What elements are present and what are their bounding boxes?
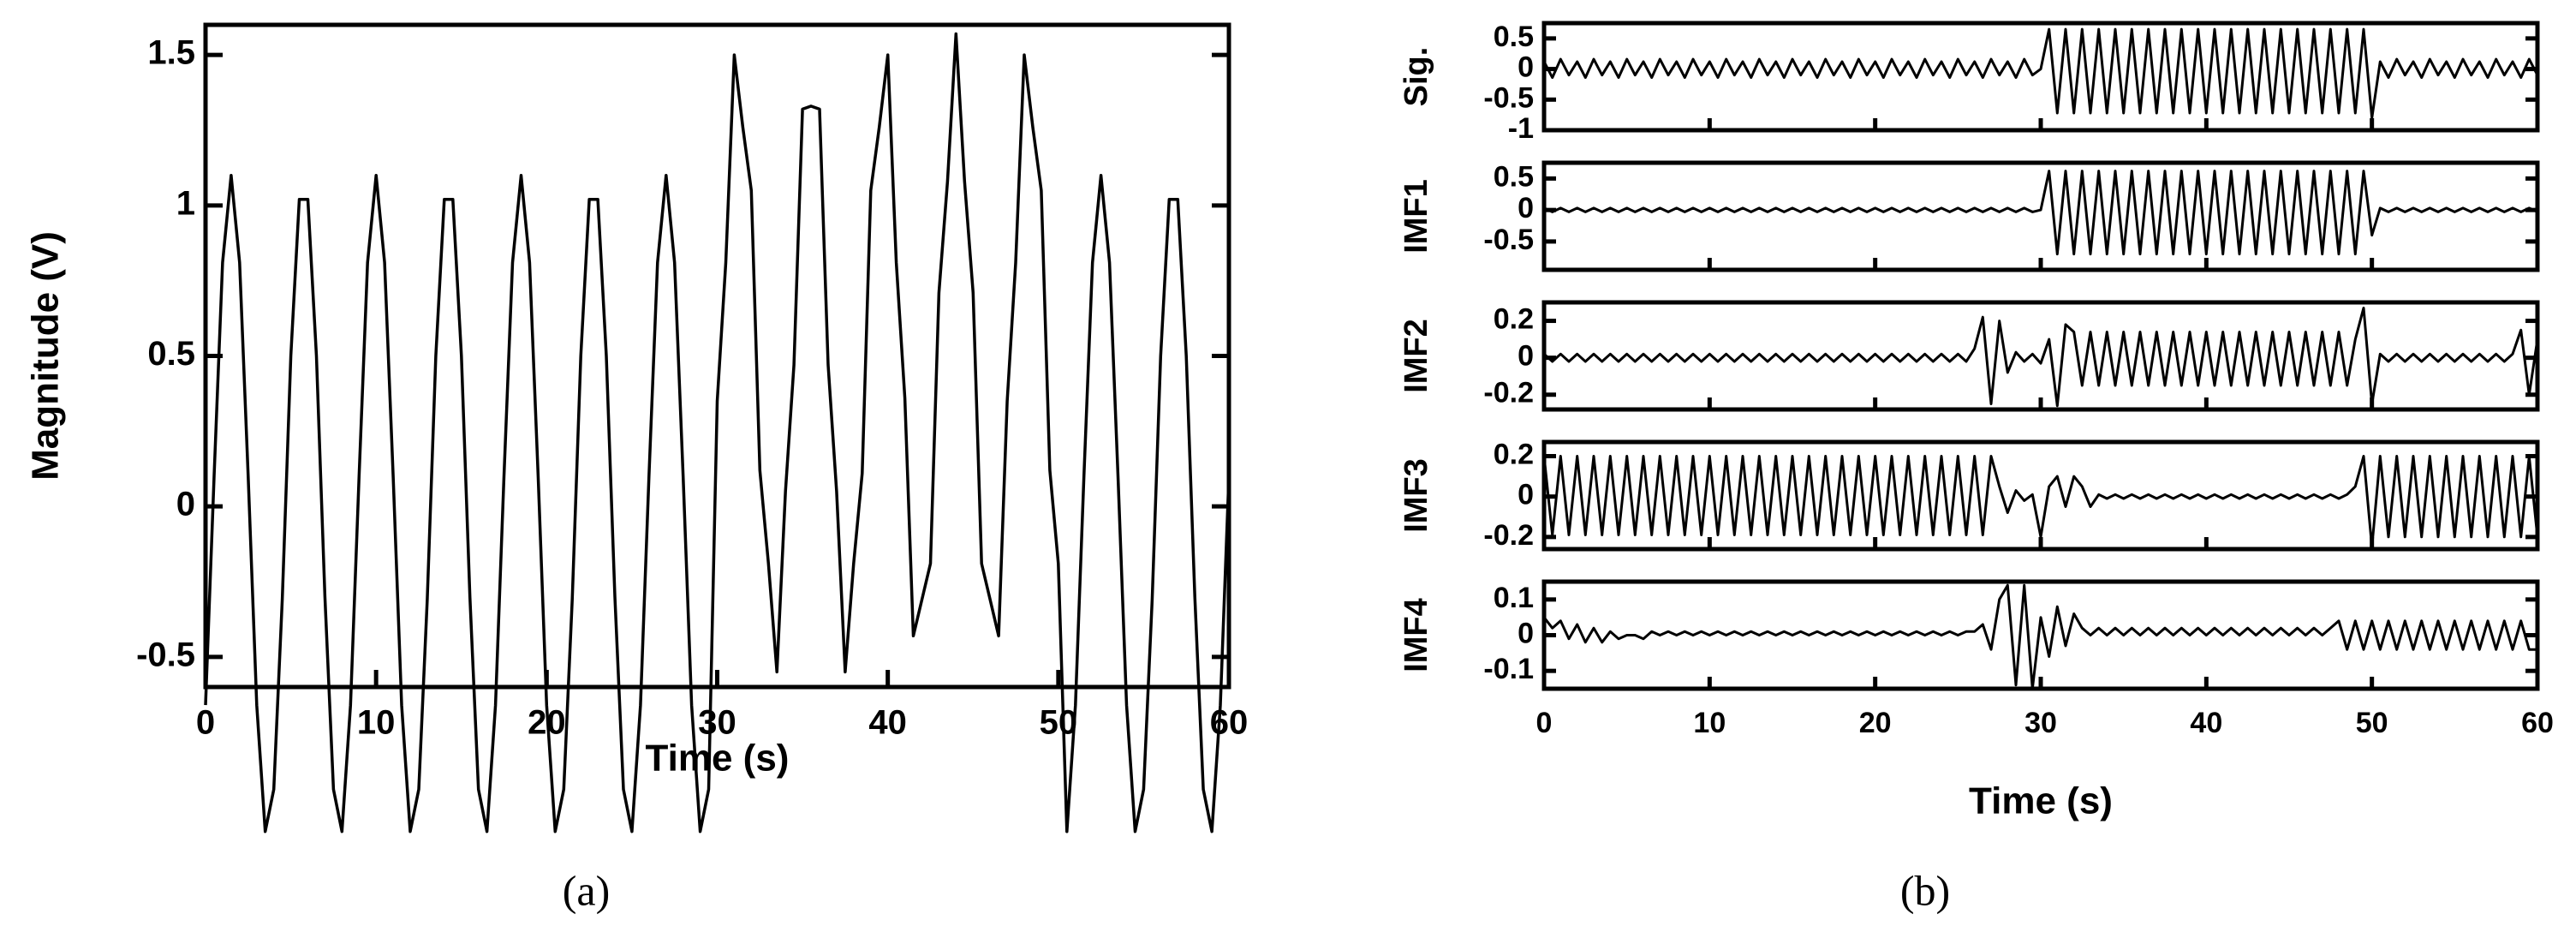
y-tick-label: 0.5 [147,335,195,373]
signal-line [1543,170,2538,256]
y-tick-label: -0.2 [1483,377,1534,409]
y-tick-label: 0 [1518,479,1534,511]
x-axis-title: Time (s) [646,738,790,780]
panel-label: IMF3 [1398,458,1434,533]
caption: (a) [563,866,611,914]
x-tick-label: 30 [2024,707,2057,739]
axes-frame [1541,579,2540,691]
x-tick-label: 0 [196,704,215,742]
x-axis-title: Time (s) [1969,780,2113,822]
signal-line [1542,27,2539,120]
y-tick-label: 0 [1518,340,1534,373]
panel-label: Sig. [1398,47,1434,107]
y-tick-label: -0.5 [1483,81,1534,114]
x-tick-label: 60 [1210,704,1249,742]
axes-frame [1541,21,2540,133]
x-tick-label: 60 [2521,707,2554,739]
y-tick-label: 0.1 [1494,582,1534,614]
y-tick-label: 0.5 [1494,21,1534,53]
y-tick-label: -0.2 [1483,519,1534,552]
y-tick-label: 0 [1518,51,1534,84]
x-tick-label: 20 [528,704,566,742]
signal-line [1542,307,2539,408]
x-tick-label: 0 [1536,707,1553,739]
axes-frame [203,22,1231,690]
y-tick-label: 0 [1518,192,1534,224]
panel-label: IMF1 [1398,179,1434,254]
axes-frame [1541,300,2540,412]
axes-frame [1541,160,2540,272]
caption: (b) [1900,866,1950,914]
y-tick-label: 0.5 [1494,160,1534,193]
y-tick-label: 1.5 [147,34,195,72]
panel-label: IMF2 [1398,319,1434,393]
signal-line [204,32,1231,833]
x-tick-label: 50 [2356,707,2388,739]
panel-label: IMF4 [1398,598,1434,672]
x-tick-label: 10 [357,704,396,742]
y-axis-title: Magnitude (V) [25,231,67,481]
y-tick-label: -0.5 [136,636,195,673]
signal-line [1542,583,2537,690]
x-tick-label: 40 [2190,707,2222,739]
y-tick-label: 0.2 [1494,438,1534,470]
x-tick-label: 40 [868,704,907,742]
axes-frame [1541,439,2540,552]
y-tick-label: -0.1 [1483,653,1534,685]
x-tick-label: 10 [1693,707,1726,739]
y-tick-label: 0 [176,486,195,523]
x-tick-label: 20 [1859,707,1892,739]
y-tick-label: 0 [1518,617,1534,649]
signal-line [1542,455,2539,549]
x-tick-label: 30 [698,704,736,742]
y-tick-label: -0.5 [1483,224,1534,256]
x-tick-label: 50 [1040,704,1078,742]
y-tick-label: 1 [176,184,195,222]
y-tick-label: 0.2 [1494,303,1534,336]
y-tick-label: -1 [1508,112,1534,145]
